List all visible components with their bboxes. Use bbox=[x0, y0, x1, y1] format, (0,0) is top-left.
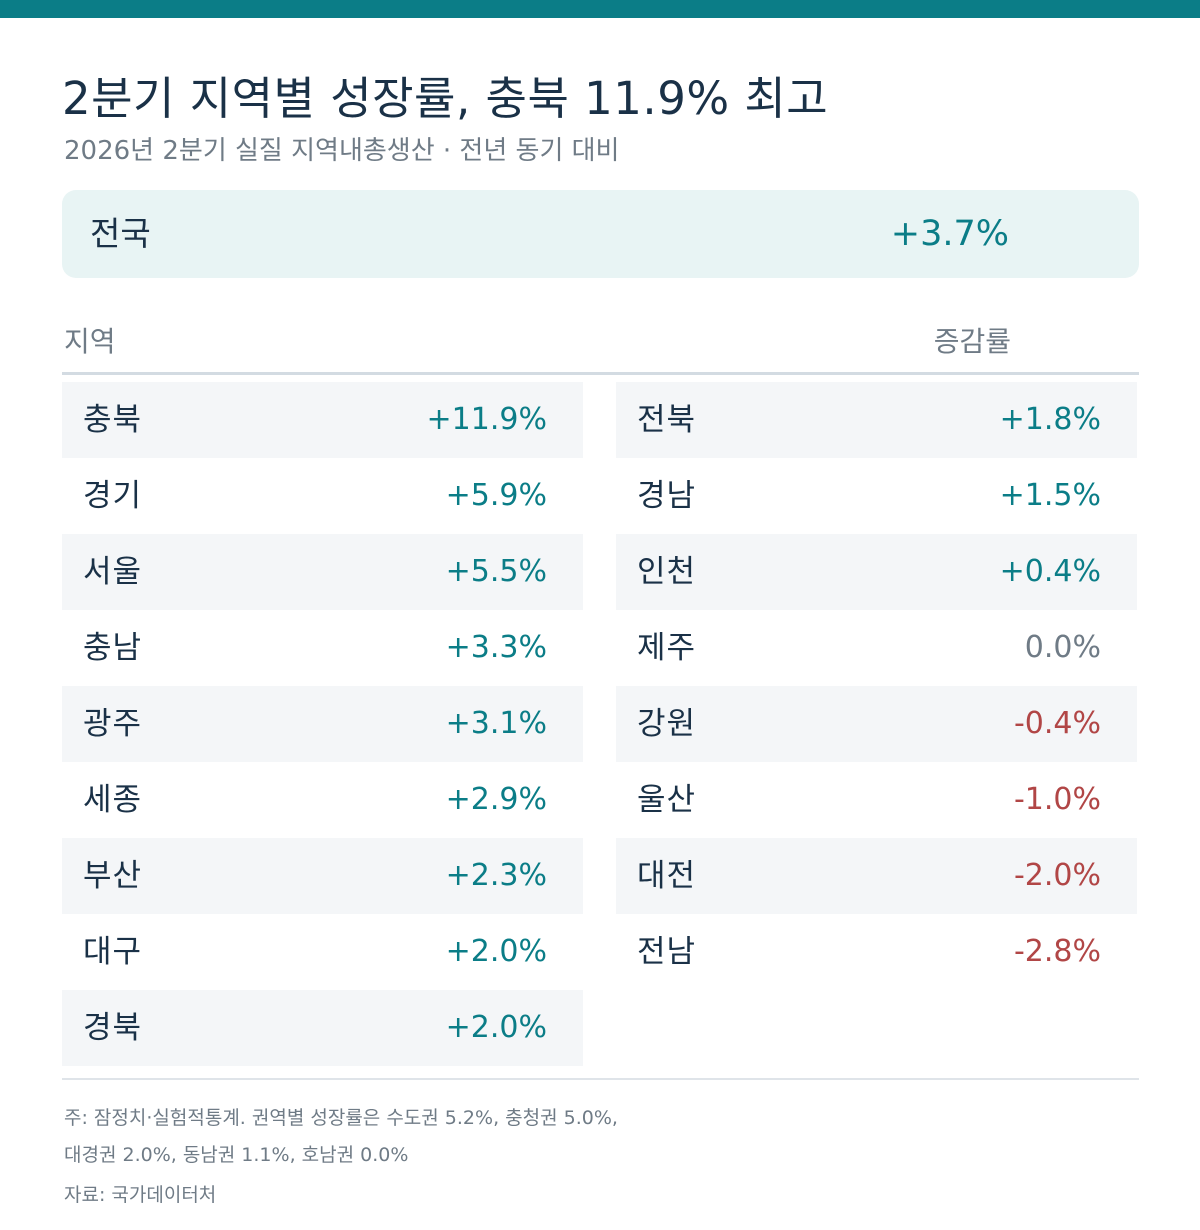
region-name: 경기 bbox=[83, 478, 143, 514]
region-name: 충남 bbox=[83, 630, 143, 666]
region-rate: +3.3% bbox=[445, 630, 547, 665]
table-row: 경기 +5.9% bbox=[62, 458, 583, 534]
region-name: 경북 bbox=[83, 1010, 143, 1046]
region-name: 전북 bbox=[637, 402, 697, 438]
footnote-line: 주: 잠정치·실험적통계. 권역별 성장률은 수도권 5.2%, 충청권 5.0… bbox=[64, 1107, 618, 1129]
region-rate: 0.0% bbox=[1024, 630, 1101, 665]
table-row: 전북 +1.8% bbox=[616, 382, 1137, 458]
region-name: 충북 bbox=[83, 402, 143, 438]
footnote: 주: 잠정치·실험적통계. 권역별 성장률은 수도권 5.2%, 충청권 5.0… bbox=[64, 1100, 1134, 1174]
region-name: 세종 bbox=[83, 782, 143, 818]
table-row: 세종 +2.9% bbox=[62, 762, 583, 838]
region-rate: +0.4% bbox=[999, 554, 1101, 589]
page-subtitle: 2026년 2분기 실질 지역내총생산 · 전년 동기 대비 bbox=[64, 136, 620, 166]
region-list-left: 충북 +11.9% 경기 +5.9% 서울 +5.5% 충남 +3.3% 광주 … bbox=[62, 382, 583, 1066]
region-rate: +1.5% bbox=[999, 478, 1101, 513]
region-name: 광주 bbox=[83, 706, 143, 742]
table-row: 대전 -2.0% bbox=[616, 838, 1137, 914]
footer-divider bbox=[62, 1078, 1139, 1080]
national-summary-card: 전국 +3.7% bbox=[62, 190, 1139, 278]
region-name: 경남 bbox=[637, 478, 697, 514]
region-name: 전남 bbox=[637, 934, 697, 970]
region-rate: -2.8% bbox=[1013, 934, 1101, 969]
table-row: 충북 +11.9% bbox=[62, 382, 583, 458]
national-label: 전국 bbox=[90, 214, 151, 253]
region-name: 인천 bbox=[637, 554, 697, 590]
table-row: 강원 -0.4% bbox=[616, 686, 1137, 762]
region-name: 부산 bbox=[83, 858, 143, 894]
region-rate: -2.0% bbox=[1013, 858, 1101, 893]
region-name: 제주 bbox=[637, 630, 697, 666]
region-rate: +2.0% bbox=[445, 1010, 547, 1045]
region-name: 울산 bbox=[637, 782, 697, 818]
table-row: 대구 +2.0% bbox=[62, 914, 583, 990]
region-name: 대구 bbox=[83, 934, 143, 970]
national-value: +3.7% bbox=[890, 214, 1009, 254]
region-rate: +5.5% bbox=[445, 554, 547, 589]
table-row: 울산 -1.0% bbox=[616, 762, 1137, 838]
region-rate: +2.3% bbox=[445, 858, 547, 893]
region-rate: +11.9% bbox=[426, 402, 547, 437]
column-header-region: 지역 bbox=[64, 325, 116, 358]
column-header-rate: 증감률 bbox=[933, 325, 1011, 358]
top-accent-bar bbox=[0, 0, 1200, 18]
table-row: 제주 0.0% bbox=[616, 610, 1137, 686]
footnote-line: 대경권 2.0%, 동남권 1.1%, 호남권 0.0% bbox=[64, 1144, 409, 1166]
table-row: 전남 -2.8% bbox=[616, 914, 1137, 990]
region-rate: +2.0% bbox=[445, 934, 547, 969]
table-row: 인천 +0.4% bbox=[616, 534, 1137, 610]
region-rate: +3.1% bbox=[445, 706, 547, 741]
source-credit: 자료: 국가데이터처 bbox=[64, 1184, 217, 1206]
page-title: 2분기 지역별 성장률, 충북 11.9% 최고 bbox=[62, 72, 829, 125]
region-rate: -1.0% bbox=[1013, 782, 1101, 817]
table-row: 광주 +3.1% bbox=[62, 686, 583, 762]
region-list-right: 전북 +1.8% 경남 +1.5% 인천 +0.4% 제주 0.0% 강원 -0… bbox=[616, 382, 1137, 990]
region-name: 서울 bbox=[83, 554, 143, 590]
table-row: 충남 +3.3% bbox=[62, 610, 583, 686]
table-header: 지역 증감률 bbox=[62, 320, 1139, 375]
region-name: 대전 bbox=[637, 858, 697, 894]
region-rate: +1.8% bbox=[999, 402, 1101, 437]
region-rate: -0.4% bbox=[1013, 706, 1101, 741]
table-row: 부산 +2.3% bbox=[62, 838, 583, 914]
region-name: 강원 bbox=[637, 706, 697, 742]
table-row: 서울 +5.5% bbox=[62, 534, 583, 610]
region-rate: +5.9% bbox=[445, 478, 547, 513]
table-row: 경북 +2.0% bbox=[62, 990, 583, 1066]
table-row: 경남 +1.5% bbox=[616, 458, 1137, 534]
region-rate: +2.9% bbox=[445, 782, 547, 817]
